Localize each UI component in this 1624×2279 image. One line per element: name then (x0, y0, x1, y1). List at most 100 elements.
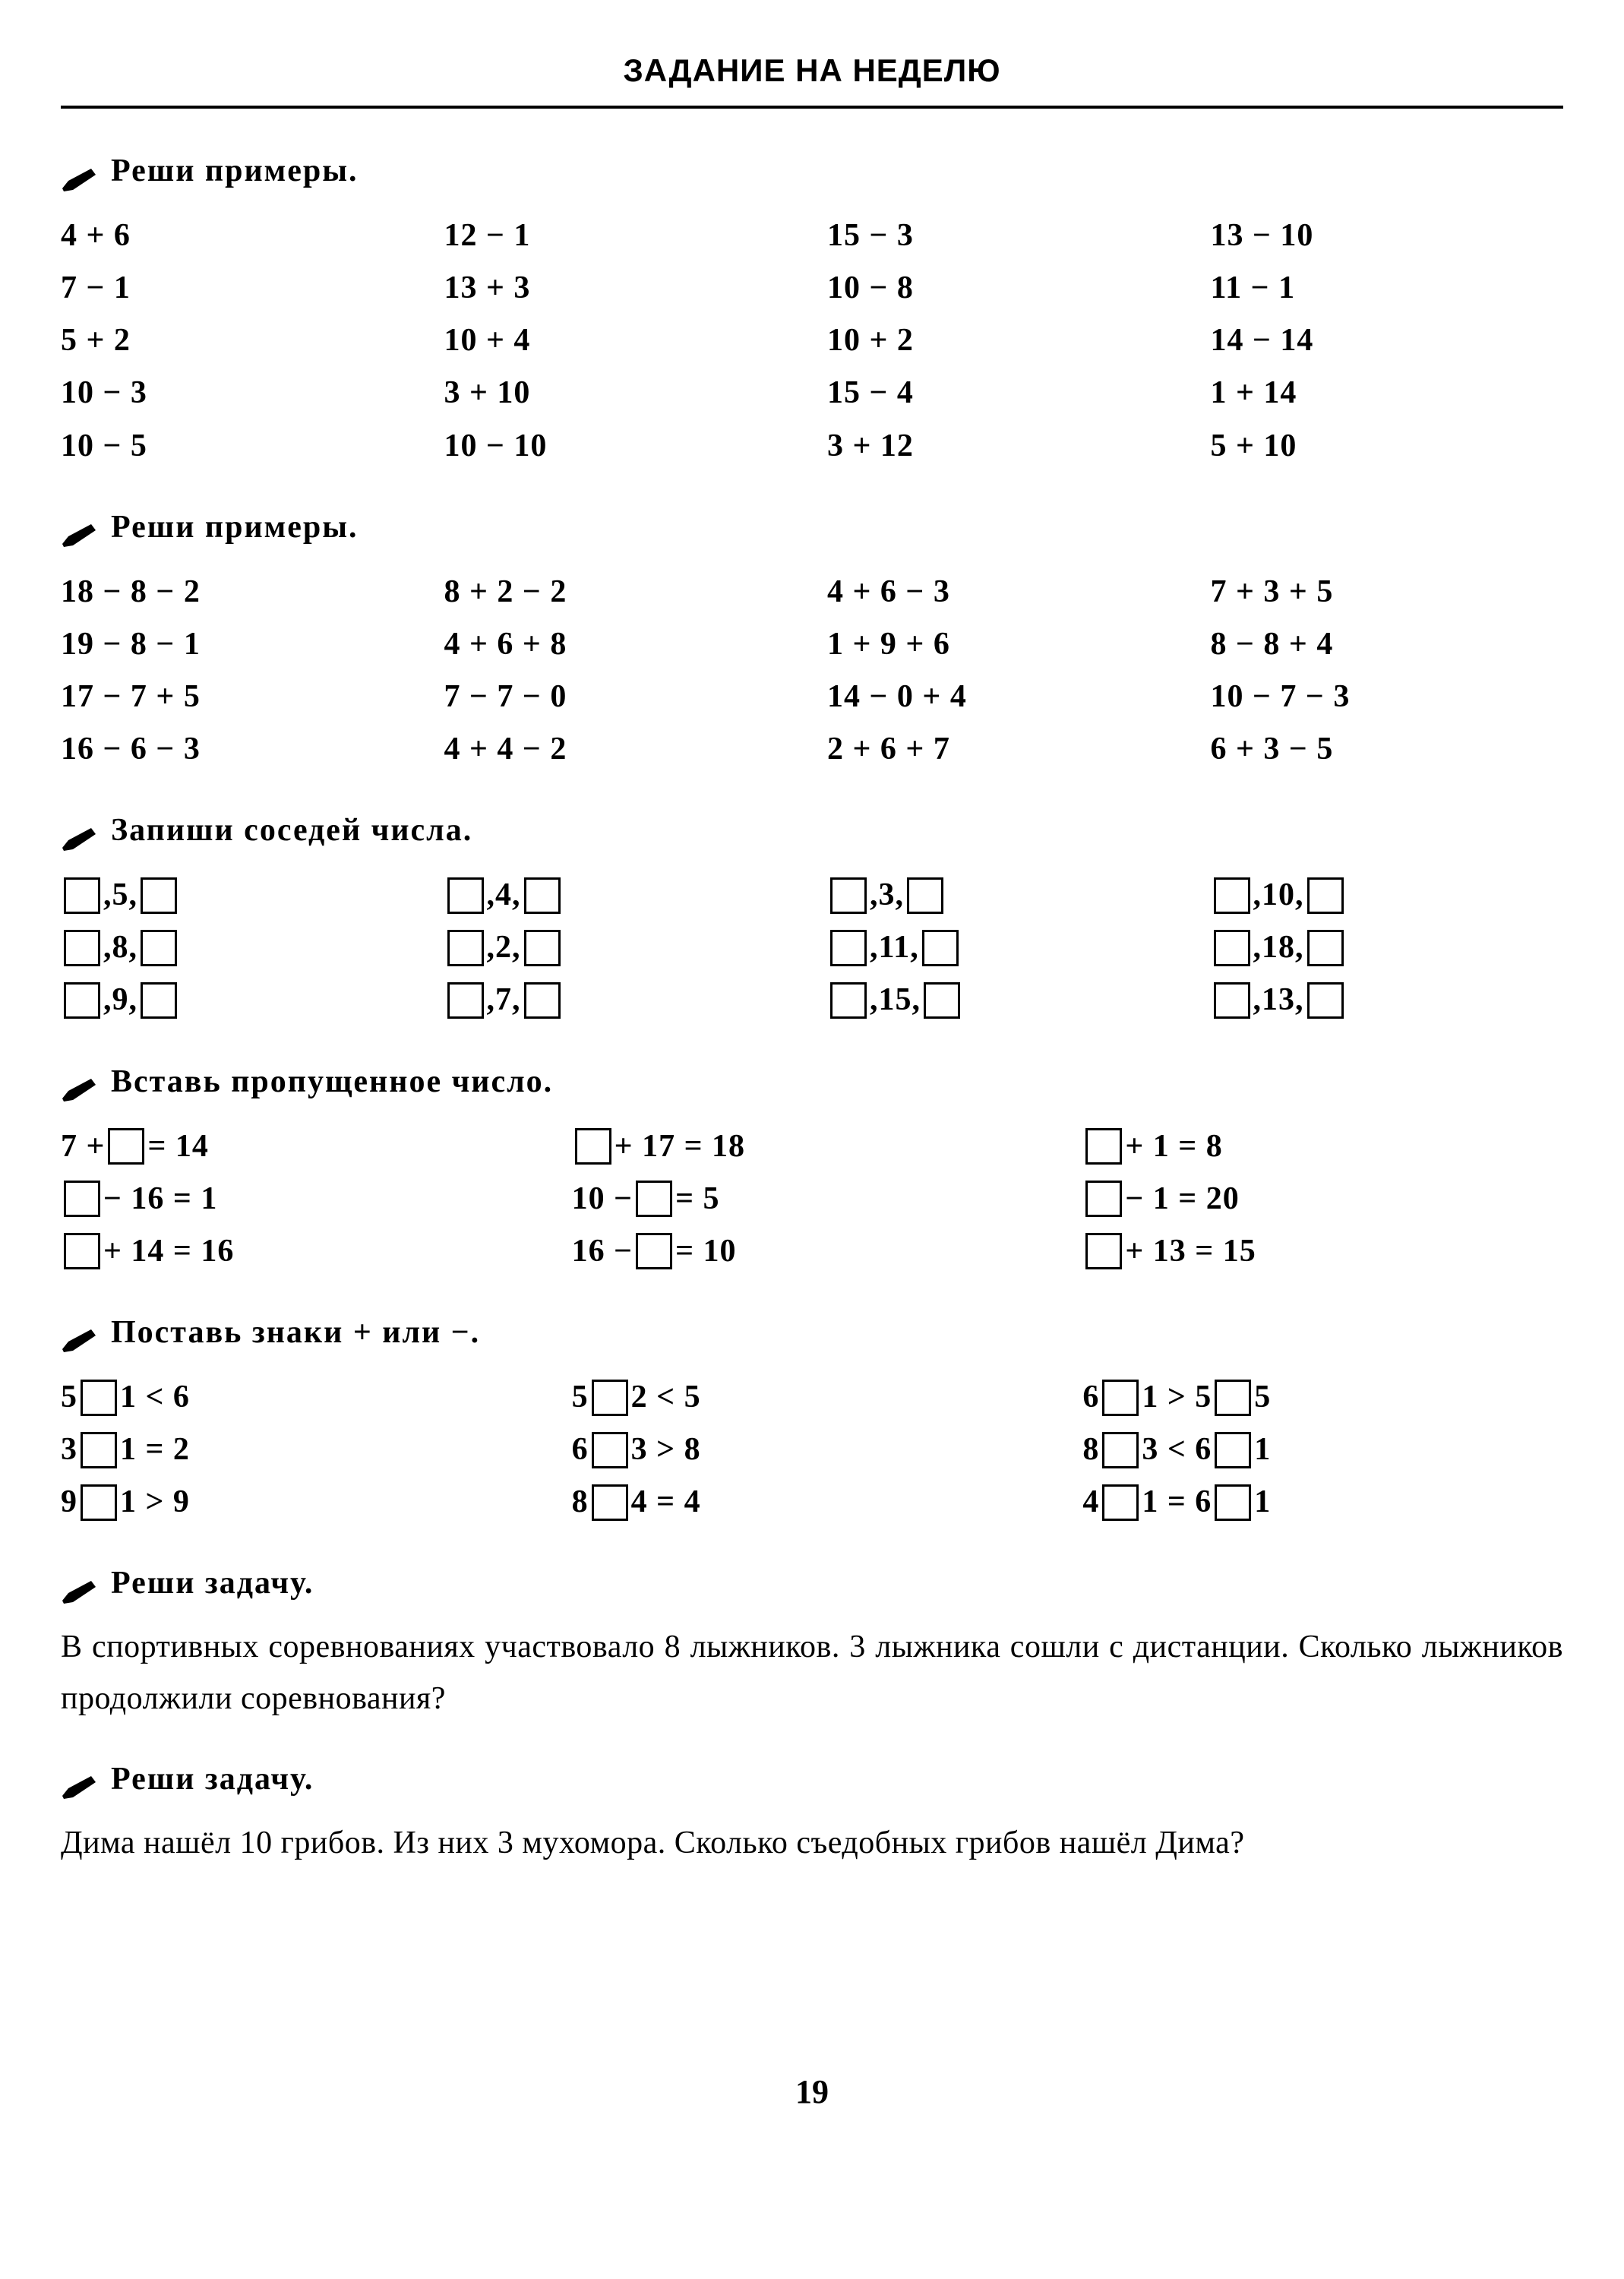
sign-box[interactable] (1102, 1484, 1139, 1521)
math-expression: 10 + 2 (827, 315, 1180, 367)
neighbor-entry: , 7, (444, 974, 798, 1026)
math-expression: 16 − 6 − 3 (61, 723, 414, 776)
math-expression: 14 − 0 + 4 (827, 671, 1180, 723)
sign-box[interactable] (1215, 1432, 1251, 1468)
sign-box[interactable] (1215, 1484, 1251, 1521)
expression-text: 1 (1254, 1425, 1271, 1475)
inequality-with-blank: 5 2 < 5 (572, 1371, 1053, 1424)
section-title-text: Реши задачу. (111, 1755, 314, 1804)
math-expression: 11 − 1 (1211, 262, 1564, 315)
equation-with-blank: 10 − = 5 (572, 1173, 1053, 1225)
blank-box[interactable] (108, 1128, 144, 1165)
equation-text: − 16 = 1 (103, 1174, 217, 1224)
blank-box[interactable] (636, 1181, 672, 1217)
expression-text: 1 = 2 (120, 1425, 190, 1475)
expression-text: 2 < 5 (631, 1373, 701, 1422)
sign-box[interactable] (1102, 1432, 1139, 1468)
sign-box[interactable] (1215, 1380, 1251, 1416)
sign-box[interactable] (1102, 1380, 1139, 1416)
center-number: 9 (112, 975, 129, 1025)
math-expression: 17 − 7 + 5 (61, 671, 414, 723)
blank-box[interactable] (64, 1181, 100, 1217)
blank-box[interactable] (524, 982, 561, 1019)
blank-box[interactable] (447, 930, 484, 966)
blank-box[interactable] (141, 982, 177, 1019)
center-number: 10 (1262, 871, 1295, 920)
blank-box[interactable] (64, 982, 100, 1019)
blank-box[interactable] (524, 877, 561, 914)
sign-box[interactable] (81, 1484, 117, 1521)
math-expression: 10 − 5 (61, 420, 414, 473)
blank-box[interactable] (1214, 877, 1250, 914)
inequality-with-blank: 8 3 < 6 1 (1082, 1424, 1563, 1476)
blank-box[interactable] (1307, 982, 1344, 1019)
blank-box[interactable] (524, 930, 561, 966)
pencil-icon (61, 514, 97, 540)
blank-box[interactable] (64, 1233, 100, 1269)
blank-box[interactable] (830, 877, 867, 914)
inequality-with-blank: 6 3 > 8 (572, 1424, 1053, 1476)
inequality-with-blank: 3 1 = 2 (61, 1424, 542, 1476)
expression-text: 3 < 6 (1142, 1425, 1212, 1475)
blank-box[interactable] (64, 877, 100, 914)
blank-box[interactable] (64, 930, 100, 966)
expression-text: 6 (572, 1425, 589, 1475)
blank-box[interactable] (1307, 930, 1344, 966)
blank-box[interactable] (141, 930, 177, 966)
inequality-with-blank: 5 1 < 6 (61, 1371, 542, 1424)
blank-box[interactable] (447, 877, 484, 914)
math-expression: 10 − 3 (61, 367, 414, 419)
blank-box[interactable] (1214, 982, 1250, 1019)
math-expression: 10 − 8 (827, 262, 1180, 315)
equation-text: + 14 = 16 (103, 1227, 234, 1276)
math-expression: 14 − 14 (1211, 315, 1564, 367)
equation-with-blank: − 1 = 20 (1082, 1173, 1563, 1225)
math-expression: 19 − 8 − 1 (61, 618, 414, 671)
expression-text: 5 (1254, 1373, 1271, 1422)
blank-box[interactable] (447, 982, 484, 1019)
blank-box[interactable] (636, 1233, 672, 1269)
section-title-text: Поставь знаки + или −. (111, 1308, 480, 1358)
center-number: 5 (112, 871, 129, 920)
blank-box[interactable] (830, 982, 867, 1019)
center-number: 4 (495, 871, 512, 920)
neighbor-entry: , 3, (827, 869, 1180, 921)
page-number: 19 (61, 2066, 1563, 2118)
neighbor-entry: , 5, (61, 869, 414, 921)
math-expression: 8 + 2 − 2 (444, 566, 798, 618)
math-expression: 4 + 6 − 3 (827, 566, 1180, 618)
equation-with-blank: + 17 = 18 (572, 1121, 1053, 1173)
blank-box[interactable] (1085, 1128, 1122, 1165)
sign-box[interactable] (592, 1432, 628, 1468)
equation-text: + 13 = 15 (1125, 1227, 1256, 1276)
blank-box[interactable] (1085, 1233, 1122, 1269)
blank-box[interactable] (1085, 1181, 1122, 1217)
blank-box[interactable] (924, 982, 960, 1019)
equation-text: + 17 = 18 (615, 1122, 745, 1171)
math-expression: 4 + 6 + 8 (444, 618, 798, 671)
equation-with-blank: + 1 = 8 (1082, 1121, 1563, 1173)
sign-box[interactable] (81, 1380, 117, 1416)
expression-text: 3 > 8 (631, 1425, 701, 1475)
sign-box[interactable] (592, 1484, 628, 1521)
neighbor-entry: , 4, (444, 869, 798, 921)
neighbor-entry: , 9, (61, 974, 414, 1026)
equation-text: 7 + (61, 1122, 105, 1171)
blank-box[interactable] (922, 930, 959, 966)
blank-box[interactable] (830, 930, 867, 966)
expression-text: 8 (1082, 1425, 1099, 1475)
section-solve-examples-1: Реши примеры. 4 + 612 − 115 − 313 − 107 … (61, 147, 1563, 473)
math-expression: 2 + 6 + 7 (827, 723, 1180, 776)
blank-box[interactable] (575, 1128, 611, 1165)
sign-box[interactable] (81, 1432, 117, 1468)
blank-box[interactable] (141, 877, 177, 914)
neighbor-entry: , 13, (1211, 974, 1564, 1026)
blank-box[interactable] (1214, 930, 1250, 966)
math-expression: 10 + 4 (444, 315, 798, 367)
inequality-with-blank: 9 1 > 9 (61, 1476, 542, 1528)
math-expression: 18 − 8 − 2 (61, 566, 414, 618)
sign-box[interactable] (592, 1380, 628, 1416)
math-expression: 3 + 10 (444, 367, 798, 419)
blank-box[interactable] (1307, 877, 1344, 914)
blank-box[interactable] (907, 877, 943, 914)
